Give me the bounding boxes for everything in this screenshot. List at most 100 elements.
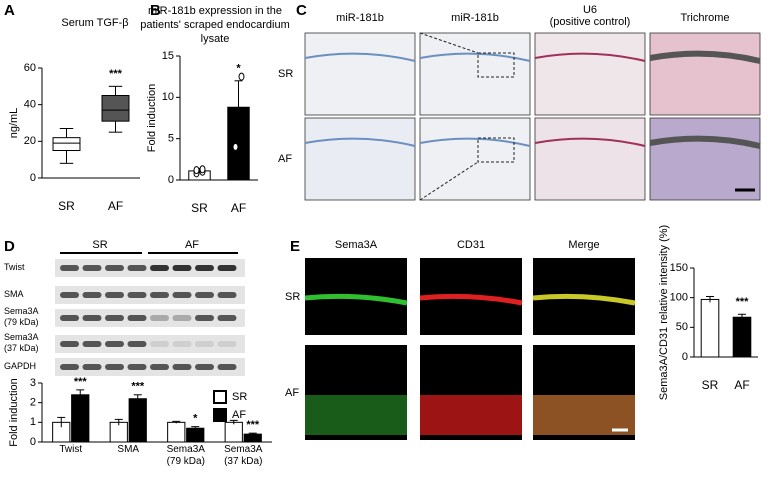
x-tick-label: AF: [107, 199, 124, 213]
zoom-box: [477, 137, 515, 163]
blot-band: [82, 341, 102, 347]
blot-band: [150, 341, 169, 347]
column-header: Sema3A: [334, 239, 378, 251]
blot-band: [217, 265, 237, 271]
y-tick-label: 1: [30, 416, 36, 428]
blot-band: [172, 265, 192, 271]
blot-band: [172, 364, 192, 370]
panel-label: C: [296, 2, 307, 19]
column-header: Trichrome: [680, 12, 730, 24]
bar: [167, 421, 186, 443]
blot-band: [217, 292, 237, 298]
y-axis-label: Fold induction: [146, 84, 158, 153]
y-tick-label: 0: [168, 174, 174, 186]
legend-swatch: [213, 390, 227, 404]
data-point: [238, 72, 245, 81]
bar: [128, 398, 147, 443]
y-axis-label: ng/mL: [8, 108, 20, 139]
y-tick-label: 50: [676, 321, 688, 333]
bar: [109, 421, 128, 443]
tissue-edge: [649, 50, 761, 64]
blot-band: [172, 341, 192, 347]
legend-label: AF: [232, 409, 246, 421]
blot-band: [150, 265, 169, 271]
micrograph: [534, 117, 646, 201]
signal-band: [304, 293, 408, 306]
x-tick-label: SR: [58, 199, 75, 213]
legend-label: SR: [232, 391, 247, 403]
y-tick-label: 150: [670, 262, 688, 274]
tissue-edge: [304, 52, 416, 62]
blot-label: GAPDH: [4, 361, 37, 371]
row-label: AF: [285, 386, 300, 399]
micrograph: [534, 32, 646, 116]
tissue-edge: [419, 52, 531, 62]
bar: [243, 433, 262, 443]
blot-band: [82, 265, 102, 271]
blot-label: Twist: [4, 262, 25, 272]
significance: *: [236, 63, 241, 75]
panel-label: E: [290, 238, 301, 255]
zoom-box: [477, 52, 515, 78]
blot-band: [172, 315, 192, 321]
signal-band: [533, 395, 635, 435]
significance: ***: [736, 296, 750, 308]
blot-band: [195, 364, 214, 370]
chart-title: Serum TGF-β: [61, 17, 129, 29]
blot-band: [82, 315, 102, 321]
blot-band: [60, 292, 79, 298]
signal-band: [419, 293, 523, 306]
group-label: AF: [184, 239, 200, 251]
micrograph: [649, 32, 761, 116]
blot-band: [195, 341, 214, 347]
blot-band: [105, 292, 124, 298]
bar: [186, 427, 205, 443]
x-tick-label: SMA: [117, 444, 140, 455]
y-tick-label: 100: [670, 292, 688, 304]
y-axis-label: Fold induction: [8, 378, 20, 447]
bar: [71, 394, 90, 443]
blot-band: [195, 265, 214, 271]
legend-swatch: [213, 408, 227, 422]
blot-band: [105, 364, 124, 370]
micrograph: [419, 32, 531, 116]
blot-band: [127, 341, 147, 347]
y-tick-label: 15: [162, 50, 174, 62]
column-header: miR-181b: [451, 12, 499, 24]
blot-label: Sema3A (37 kDa): [4, 332, 39, 353]
tissue-edge: [534, 52, 646, 62]
blot-band: [82, 364, 102, 370]
signal-band: [305, 395, 407, 435]
y-tick-label: 3: [30, 377, 36, 389]
y-axis-label: Sema3A/CD31 relative intensity (%): [658, 225, 670, 400]
blot-label: Sema3A (79 kDa): [4, 306, 39, 327]
blot-band: [60, 341, 79, 347]
y-tick-label: 0: [30, 172, 36, 184]
row-label: SR: [285, 290, 301, 303]
column-header: U6 (positive control): [549, 4, 631, 28]
significance: ***: [246, 419, 260, 431]
significance: ***: [109, 68, 123, 80]
box: [52, 137, 81, 152]
micrograph: [304, 32, 416, 116]
x-tick-label: Sema3A (79 kDa): [166, 444, 205, 467]
y-tick-label: 20: [24, 135, 36, 147]
column-header: Merge: [568, 239, 600, 251]
signal-band: [532, 293, 636, 306]
blot-band: [105, 315, 124, 321]
tissue-edge: [419, 137, 531, 147]
blot-band: [127, 364, 147, 370]
bar: [224, 421, 243, 443]
row-label: AF: [278, 153, 293, 165]
y-tick-label: 60: [24, 62, 36, 74]
data-point: [193, 166, 200, 175]
bar: [732, 316, 752, 358]
zoom-line: [419, 161, 479, 201]
x-tick-label: AF: [230, 201, 247, 215]
blot-band: [127, 265, 147, 271]
blot-band: [150, 292, 169, 298]
y-tick-label: 40: [24, 99, 36, 111]
significance: *: [193, 413, 198, 425]
y-tick-label: 2: [30, 397, 36, 409]
